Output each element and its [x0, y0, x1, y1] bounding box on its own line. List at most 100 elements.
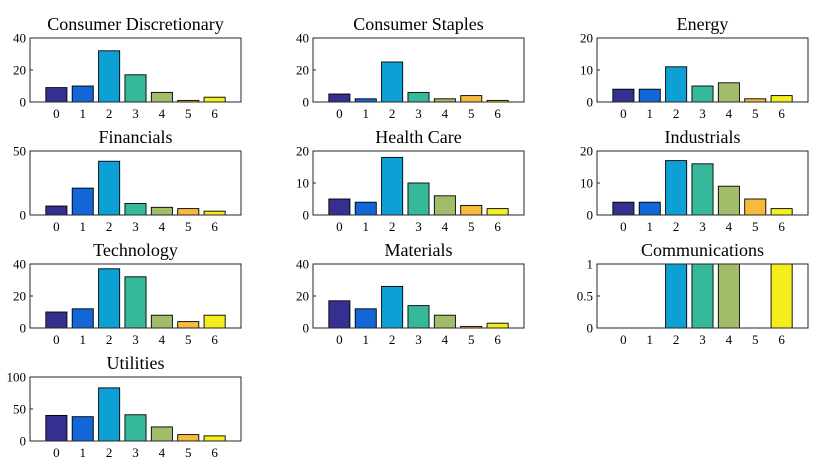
bar-health-care-0 [328, 198, 351, 216]
subplot-title-communications: Communications [641, 240, 764, 260]
subplot-health-care: Health Care 0 1 2 3 4 5 6 0 10 20 [296, 127, 525, 234]
bar-materials-4 [433, 314, 456, 329]
y-tick-label: 0 [20, 321, 27, 336]
y-tick-label: 0 [20, 208, 27, 223]
x-tick-label: 2 [106, 445, 113, 460]
x-tick-label: 5 [185, 219, 192, 234]
y-tick-label: 20 [13, 63, 26, 78]
subplot-title-utilities: Utilities [107, 353, 165, 373]
x-tick-label: 3 [699, 106, 706, 121]
axes-box [29, 376, 242, 442]
x-tick-label: 5 [185, 332, 192, 347]
x-tick-label: 4 [159, 106, 166, 121]
x-tick-label: 0 [620, 219, 627, 234]
bar-consumer-discretionary-6 [203, 96, 226, 103]
x-tick-label: 6 [494, 332, 501, 347]
x-tick-label: 3 [415, 332, 422, 347]
bar-consumer-staples-0 [328, 93, 351, 103]
bar-communications-4 [717, 263, 740, 329]
axes-box [29, 263, 242, 329]
bar-communications-2 [665, 263, 688, 329]
y-tick-label: 20 [13, 289, 26, 304]
y-tick-label: 0 [587, 95, 594, 110]
subplot-energy: Energy 0 1 2 3 4 5 6 0 10 20 [580, 14, 809, 121]
subplot-industrials: Industrials 0 1 2 3 4 5 6 0 10 20 [580, 127, 809, 234]
axes-box [29, 37, 242, 103]
x-tick-label: 6 [211, 106, 218, 121]
y-tick-label: 0 [587, 208, 594, 223]
bar-consumer-discretionary-2 [98, 50, 121, 103]
bar-materials-6 [486, 322, 509, 329]
bar-health-care-5 [460, 204, 483, 216]
x-tick-label: 2 [106, 106, 113, 121]
bar-technology-3 [124, 276, 147, 329]
bar-industrials-1 [638, 201, 661, 216]
bar-technology-2 [98, 268, 121, 329]
x-tick-label: 2 [389, 332, 396, 347]
subplot-financials: Financials 0 1 2 3 4 5 6 0 50 [13, 127, 242, 234]
bar-consumer-discretionary-1 [71, 85, 94, 103]
bar-energy-1 [638, 88, 661, 103]
x-tick-label: 2 [389, 219, 396, 234]
x-tick-label: 6 [211, 219, 218, 234]
bar-energy-4 [717, 82, 740, 103]
subplot-title-industrials: Industrials [665, 127, 741, 147]
bar-utilities-2 [98, 387, 121, 442]
x-tick-label: 4 [442, 106, 449, 121]
x-tick-label: 2 [673, 332, 680, 347]
bar-technology-1 [71, 308, 94, 329]
x-tick-label: 5 [752, 332, 759, 347]
x-tick-label: 1 [80, 219, 87, 234]
x-tick-label: 6 [494, 106, 501, 121]
x-tick-label: 5 [752, 219, 759, 234]
bar-health-care-6 [486, 208, 509, 216]
bar-industrials-0 [612, 201, 635, 216]
y-tick-label: 0.5 [577, 289, 593, 304]
x-tick-label: 3 [415, 106, 422, 121]
bar-utilities-0 [45, 414, 68, 442]
x-tick-label: 1 [80, 106, 87, 121]
x-tick-label: 6 [778, 219, 785, 234]
x-tick-label: 3 [699, 219, 706, 234]
subplot-consumer-staples: Consumer Staples 0 1 2 3 4 5 6 0 20 40 [296, 14, 525, 121]
subplot-title-financials: Financials [99, 127, 173, 147]
subplot-title-consumer-discretionary: Consumer Discretionary [47, 14, 223, 34]
axes-box [312, 263, 525, 329]
bar-communications-3 [691, 263, 714, 329]
x-tick-label: 5 [185, 106, 192, 121]
subplot-title-health-care: Health Care [375, 127, 461, 147]
bar-utilities-1 [71, 416, 94, 442]
bar-materials-3 [407, 305, 430, 329]
subplot-communications: Communications 0 1 2 3 4 5 6 0 0.5 1 [577, 240, 809, 347]
x-tick-label: 0 [53, 332, 60, 347]
y-tick-label: 100 [7, 370, 27, 385]
x-tick-label: 5 [185, 445, 192, 460]
bar-consumer-staples-3 [407, 91, 430, 103]
y-tick-label: 50 [13, 402, 26, 417]
bar-communications-6 [770, 263, 793, 329]
x-tick-label: 4 [442, 332, 449, 347]
x-tick-label: 5 [752, 106, 759, 121]
axes-box [596, 150, 809, 216]
x-tick-label: 6 [211, 332, 218, 347]
x-tick-label: 3 [132, 332, 139, 347]
x-tick-label: 1 [363, 219, 370, 234]
x-tick-label: 4 [726, 106, 733, 121]
bar-energy-3 [691, 85, 714, 103]
y-tick-label: 10 [296, 176, 309, 191]
bar-industrials-3 [691, 163, 714, 216]
bar-utilities-3 [124, 414, 147, 442]
bar-energy-6 [770, 95, 793, 103]
y-tick-label: 40 [296, 31, 309, 46]
bar-materials-0 [328, 300, 351, 329]
x-tick-label: 1 [647, 106, 654, 121]
y-tick-label: 0 [303, 208, 310, 223]
x-tick-label: 3 [132, 219, 139, 234]
x-tick-label: 6 [778, 332, 785, 347]
x-tick-label: 0 [336, 106, 343, 121]
subplot-utilities: Utilities 0 1 2 3 4 5 6 0 50 100 [7, 353, 242, 460]
x-tick-label: 0 [620, 332, 627, 347]
x-tick-label: 6 [778, 106, 785, 121]
axes-box [312, 150, 525, 216]
